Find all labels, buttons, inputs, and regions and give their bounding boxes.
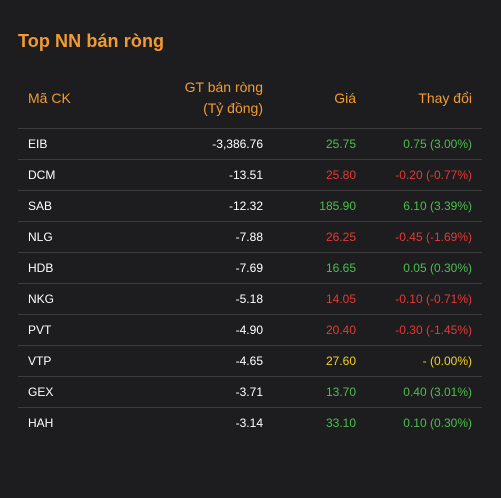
net-sell-value: -4.90 — [235, 323, 263, 337]
change: - (0.00%) — [422, 354, 472, 368]
header-price[interactable]: Giá — [334, 90, 356, 106]
stock-code[interactable]: SAB — [28, 199, 53, 213]
price: 27.60 — [325, 354, 356, 368]
change: -0.20 (-0.77%) — [395, 168, 472, 182]
table-row[interactable]: GEX -3.71 13.70 0.40 (3.01%) — [18, 377, 482, 408]
table-row[interactable]: DCM -13.51 25.80 -0.20 (-0.77%) — [18, 160, 482, 191]
panel-title: Top NN bán ròng — [18, 31, 165, 51]
price: 13.70 — [325, 385, 356, 399]
stock-code[interactable]: NKG — [28, 292, 55, 306]
net-sell-value: -3,386.76 — [212, 137, 263, 151]
net-sell-value: -13.51 — [228, 168, 263, 182]
table-row[interactable]: HAH -3.14 33.10 0.10 (0.30%) — [18, 408, 482, 438]
net-sell-value: -5.18 — [235, 292, 263, 306]
net-sell-value: -7.88 — [235, 230, 263, 244]
net-sell-value: -12.32 — [228, 199, 263, 213]
net-sell-value: -3.14 — [235, 416, 263, 430]
price: 20.40 — [325, 323, 356, 337]
header-net-sell-value-line2: (Tỷ đồng) — [203, 100, 263, 116]
change: -0.45 (-1.69%) — [395, 230, 472, 244]
table-row[interactable]: EIB -3,386.76 25.75 0.75 (3.00%) — [18, 129, 482, 160]
table-body: EIB -3,386.76 25.75 0.75 (3.00%) DCM -13… — [18, 129, 482, 438]
net-sell-table: Mã CK GT bán ròng (Tỷ đồng) Giá Thay đổi… — [18, 68, 482, 438]
price: 16.65 — [325, 261, 356, 275]
table-row[interactable]: NKG -5.18 14.05 -0.10 (-0.71%) — [18, 284, 482, 315]
stock-code[interactable]: PVT — [28, 323, 52, 337]
stock-code[interactable]: HDB — [28, 261, 54, 275]
net-sell-value: -4.65 — [235, 354, 263, 368]
table-row[interactable]: NLG -7.88 26.25 -0.45 (-1.69%) — [18, 222, 482, 253]
change: 0.40 (3.01%) — [403, 385, 472, 399]
header-stock-code[interactable]: Mã CK — [28, 90, 71, 106]
price: 26.25 — [325, 230, 356, 244]
stock-code[interactable]: NLG — [28, 230, 53, 244]
header-net-sell-value-line1: GT bán ròng — [184, 79, 263, 95]
table-row[interactable]: VTP -4.65 27.60 - (0.00%) — [18, 346, 482, 377]
stock-code[interactable]: VTP — [28, 354, 52, 368]
stock-code[interactable]: HAH — [28, 416, 54, 430]
table-row[interactable]: HDB -7.69 16.65 0.05 (0.30%) — [18, 253, 482, 284]
table-row[interactable]: PVT -4.90 20.40 -0.30 (-1.45%) — [18, 315, 482, 346]
header-net-sell-value[interactable]: GT bán ròng (Tỷ đồng) — [185, 77, 263, 119]
header-change[interactable]: Thay đổi — [418, 90, 472, 106]
stock-code[interactable]: DCM — [28, 168, 56, 182]
table-header: Mã CK GT bán ròng (Tỷ đồng) Giá Thay đổi — [18, 68, 482, 129]
change: 0.75 (3.00%) — [403, 137, 472, 151]
net-sell-value: -3.71 — [235, 385, 263, 399]
price: 25.80 — [325, 168, 356, 182]
net-sell-value: -7.69 — [235, 261, 263, 275]
change: -0.10 (-0.71%) — [395, 292, 472, 306]
change: 6.10 (3.39%) — [403, 199, 472, 213]
price: 14.05 — [325, 292, 356, 306]
change: -0.30 (-1.45%) — [395, 323, 472, 337]
table-row[interactable]: SAB -12.32 185.90 6.10 (3.39%) — [18, 191, 482, 222]
price: 185.90 — [319, 199, 356, 213]
change: 0.05 (0.30%) — [403, 261, 472, 275]
stock-code[interactable]: EIB — [28, 137, 48, 151]
stock-code[interactable]: GEX — [28, 385, 54, 399]
price: 33.10 — [325, 416, 356, 430]
price: 25.75 — [325, 137, 356, 151]
change: 0.10 (0.30%) — [403, 416, 472, 430]
